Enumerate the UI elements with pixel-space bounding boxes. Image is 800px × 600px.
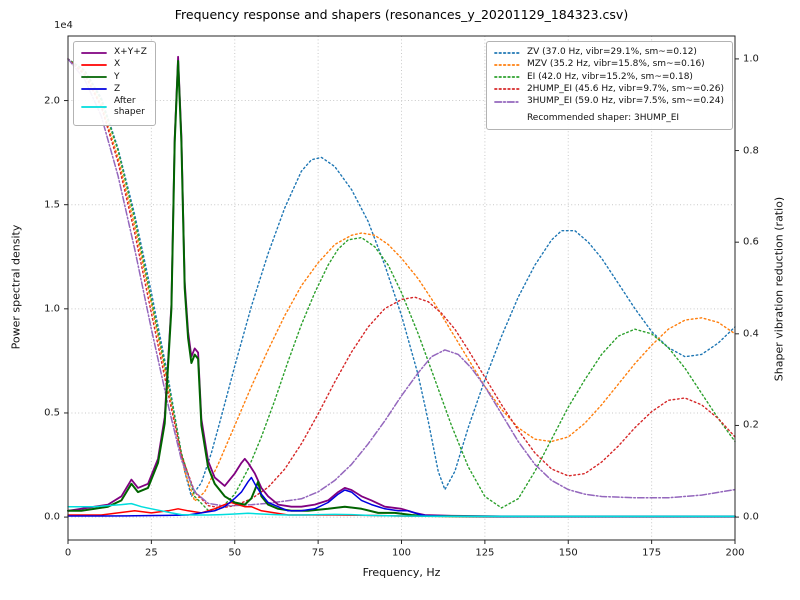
legend-item-zv: ZV (37.0 Hz, vibr=29.1%, sm~=0.12): [494, 47, 724, 58]
chart-title: Frequency response and shapers (resonanc…: [174, 7, 629, 22]
series-y: [67, 60, 736, 518]
zv-legend-sample-line: [494, 51, 520, 54]
shaper-legend-rows: ZV (37.0 Hz, vibr=29.1%, sm~=0.12) MZV (3…: [494, 47, 724, 107]
z-legend-sample-line: [81, 88, 107, 91]
recommended-shaper-note: Recommended shaper: 3HUMP_EI: [526, 113, 680, 124]
series-ei: [67, 58, 736, 511]
legend-item-xyz: X+Y+Z: [81, 47, 147, 58]
legend-item-2hump-ei: 2HUMP_EI (45.6 Hz, vibr=9.7%, sm~=0.26): [494, 84, 724, 95]
y-right-tick-label: 1.0: [743, 53, 759, 65]
y-right-tick-label: 0.6: [743, 236, 759, 248]
x-tick-label: 75: [311, 547, 325, 559]
y-right-tick-label: 0.4: [743, 328, 759, 340]
y-left-tick-label: 2.0: [44, 95, 60, 107]
legend-label-x: X: [114, 59, 121, 70]
legend-label-3hump-ei: 3HUMP_EI (59.0 Hz, vibr=7.5%, sm~=0.24): [526, 96, 724, 106]
y-left-tick-label: 0.5: [44, 407, 60, 419]
x-tick-label: 50: [228, 547, 242, 559]
series-after-shaper: [67, 502, 736, 518]
legend-item-x: X: [81, 59, 147, 70]
y-left-tick-label: 1.0: [44, 303, 60, 315]
legend-label-y: Y: [114, 71, 120, 82]
legend-label-zv: ZV (37.0 Hz, vibr=29.1%, sm~=0.12): [526, 47, 697, 57]
y-left-offset-label: 1e4: [54, 20, 73, 31]
y-legend-sample-line: [81, 76, 107, 79]
x-axis-label: Frequency, Hz: [362, 566, 441, 579]
after-shaper-legend-sample-line: [81, 106, 107, 109]
ei-legend-sample-line: [494, 76, 520, 79]
y-right-tick-label: 0.2: [743, 419, 759, 431]
legend-item-3hump-ei: 3HUMP_EI (59.0 Hz, vibr=7.5%, sm~=0.24): [494, 96, 724, 107]
series-z: [67, 476, 736, 518]
x-tick-label: 25: [145, 547, 158, 559]
psd-legend-rows: X+Y+Z X Y Z After shaper: [81, 47, 147, 119]
shaper-legend: ZV (37.0 Hz, vibr=29.1%, sm~=0.12) MZV (3…: [485, 41, 733, 131]
x-tick-label: 0: [64, 547, 72, 559]
legend-label-xyz: X+Y+Z: [114, 47, 147, 57]
y-left-tick-label: 0.0: [44, 511, 60, 523]
legend-label-mzv: MZV (35.2 Hz, vibr=15.8%, sm~=0.16): [526, 59, 705, 70]
psd-legend: X+Y+Z X Y Z After shaper: [73, 41, 156, 126]
2hump-ei-legend-sample-line: [494, 88, 520, 91]
series-3hump-ei: [67, 58, 736, 507]
xyz-legend-sample-line: [81, 51, 107, 54]
y-left-tick-label: 1.5: [44, 199, 60, 211]
mzv-legend-sample-line: [494, 63, 520, 66]
x-tick-label: 125: [475, 547, 495, 559]
3hump-ei-legend-sample-line: [494, 100, 520, 103]
legend-label-z: Z: [114, 83, 121, 94]
x-tick-label: 200: [725, 547, 745, 559]
x-tick-label: 175: [642, 547, 662, 559]
y-right-axis-label: Shaper vibration reduction (ratio): [772, 196, 786, 382]
legend-item-mzv: MZV (35.2 Hz, vibr=15.8%, sm~=0.16): [494, 59, 724, 70]
series-zv: [67, 58, 736, 498]
y-right-tick-label: 0.0: [743, 511, 759, 523]
x-tick-label: 150: [558, 547, 578, 559]
legend-item-ei: EI (42.0 Hz, vibr=15.2%, sm~=0.18): [494, 72, 724, 83]
legend-item-y: Y: [81, 72, 147, 83]
legend-label-ei: EI (42.0 Hz, vibr=15.2%, sm~=0.18): [526, 71, 693, 82]
x-tick-label: 100: [391, 547, 412, 559]
x-legend-sample-line: [81, 63, 107, 66]
legend-label-2hump-ei: 2HUMP_EI (45.6 Hz, vibr=9.7%, sm~=0.26): [526, 83, 724, 94]
y-left-axis-label: Power spectral density: [9, 224, 23, 350]
series-2hump-ei: [67, 58, 736, 509]
legend-label-after-shaper: After shaper: [114, 96, 145, 118]
legend-item-after-shaper: After shaper: [81, 96, 147, 119]
legend-item-z: Z: [81, 84, 147, 95]
y-right-tick-label: 0.8: [743, 145, 759, 157]
